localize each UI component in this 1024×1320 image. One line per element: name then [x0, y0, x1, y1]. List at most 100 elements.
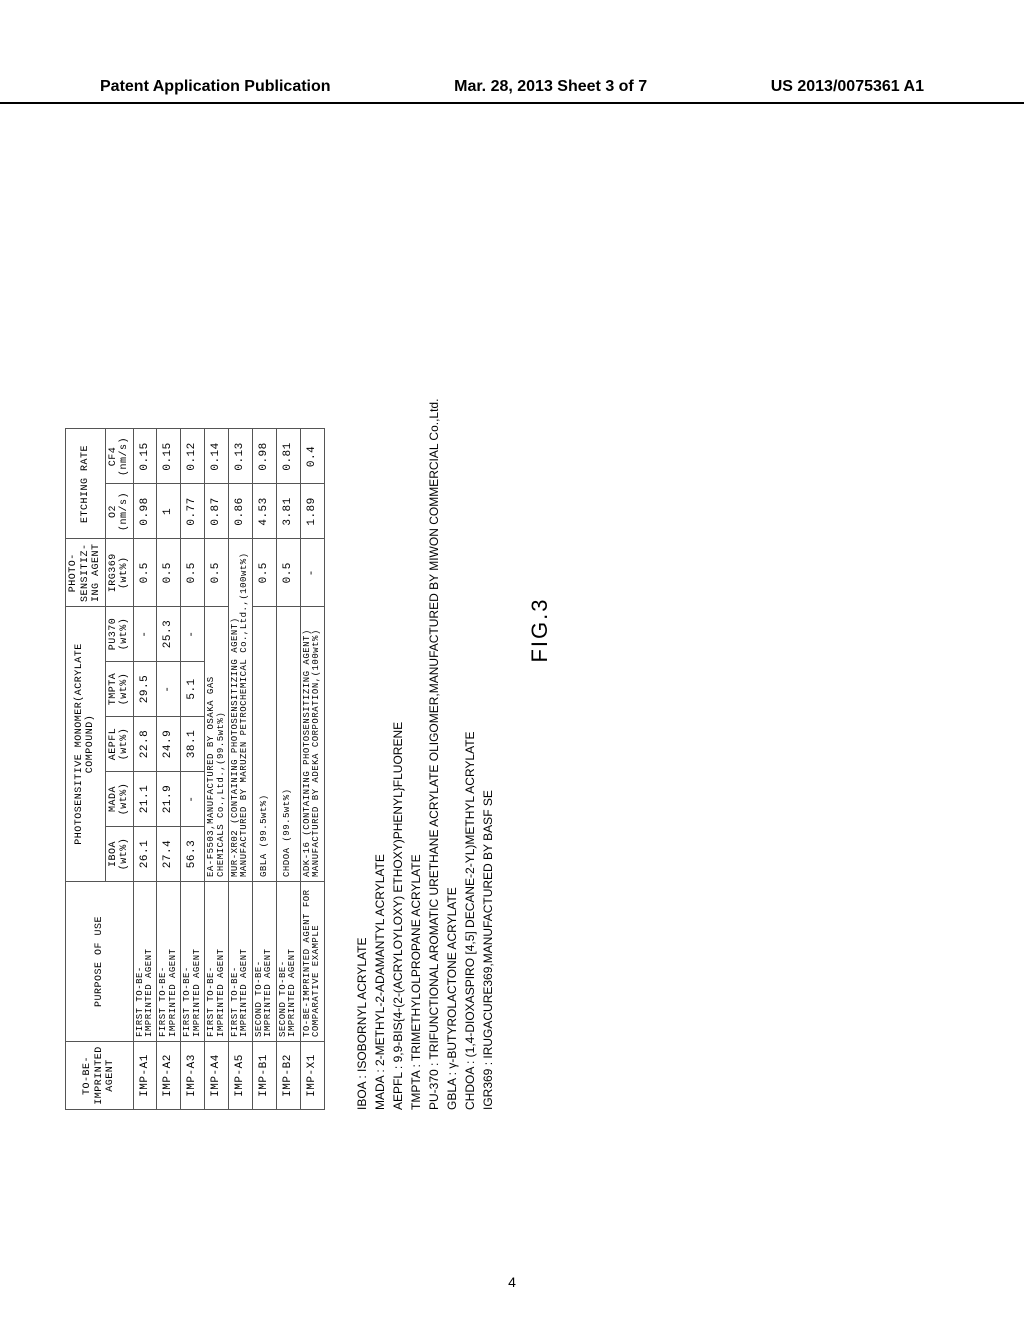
cell-span: EA-F5503,MANUFACTURED BY OSAKA GASCHEMIC…	[205, 607, 229, 882]
table-row: IMP-A3FIRST TO-BE-IMPRINTED AGENT56.3-38…	[181, 429, 205, 1110]
table-row: IMP-X1TO-BE-IMPRINTED AGENT FORCOMPARATI…	[300, 429, 324, 1110]
cell-irg: 0.5	[276, 539, 300, 607]
page-number: 4	[0, 1274, 1024, 1290]
table-row: IMP-A4FIRST TO-BE-IMPRINTED AGENTEA-F550…	[205, 429, 229, 1110]
cell-o2: 0.86	[229, 484, 253, 539]
cell-o2: 3.81	[276, 484, 300, 539]
rotated-content: TO-BE-IMPRINTEDAGENT PURPOSE OF USE PHOT…	[65, 150, 553, 1110]
definition-line: CHDOA : (1,4-DIOXASPIRO [4,5] DECANE-2-Y…	[461, 150, 479, 1110]
cell-purpose: TO-BE-IMPRINTED AGENT FORCOMPARATIVE EXA…	[300, 882, 324, 1042]
table-row: IMP-A2FIRST TO-BE-IMPRINTED AGENT27.421.…	[157, 429, 181, 1110]
definition-line: PU-370 : TRIFUNCTIONAL AROMATIC URETHANE…	[425, 150, 443, 1110]
cell-irg: 0.5	[205, 539, 229, 607]
cell-cf4: 0.81	[276, 429, 300, 484]
col-agent: TO-BE-IMPRINTEDAGENT	[66, 1042, 134, 1110]
cell-purpose: FIRST TO-BE-IMPRINTED AGENT	[205, 882, 229, 1042]
col-monomer-group: PHOTOSENSITIVE MONOMER(ACRYLATE COMPOUND…	[66, 607, 106, 882]
cell-o2: 1.89	[300, 484, 324, 539]
table-body: IMP-A1FIRST TO-BE-IMPRINTED AGENT26.121.…	[133, 429, 324, 1110]
cell-purpose: FIRST TO-BE-IMPRINTED AGENT	[133, 882, 157, 1042]
cell-purpose: SECOND TO-BE-IMPRINTED AGENT	[252, 882, 276, 1042]
col-iboa: IBOA(wt%)	[105, 827, 133, 882]
cell-cf4: 0.4	[300, 429, 324, 484]
cell-irg: -	[300, 539, 324, 607]
data-table: TO-BE-IMPRINTEDAGENT PURPOSE OF USE PHOT…	[65, 428, 325, 1110]
cell-cf4: 0.12	[181, 429, 205, 484]
cell-irg: 0.5	[181, 539, 205, 607]
cell-pu370: 25.3	[157, 607, 181, 662]
definitions-list: IBOA : ISOBORNYL ACRYLATEMADA : 2-METHYL…	[353, 150, 497, 1110]
cell-cf4: 0.98	[252, 429, 276, 484]
col-irg: IRG369(wt%)	[105, 539, 133, 607]
cell-aepfl: 22.8	[133, 717, 157, 772]
col-sensitizer-group: PHOTO-SENSITIZ-ING AGENT	[66, 539, 106, 607]
cell-pu370: -	[181, 607, 205, 662]
l-tmpta: TMPTA(wt%)	[108, 673, 131, 706]
cell-purpose: SECOND TO-BE-IMPRINTED AGENT	[276, 882, 300, 1042]
l-cf4: CF4(nm/s)	[108, 437, 131, 476]
col-tmpta: TMPTA(wt%)	[105, 662, 133, 717]
cell-o2: 0.98	[133, 484, 157, 539]
col-aepfl: AEPFL(wt%)	[105, 717, 133, 772]
table-row: IMP-A5FIRST TO-BE-IMPRINTED AGENTMUR-XR0…	[229, 429, 253, 1110]
cell-cf4: 0.14	[205, 429, 229, 484]
definition-line: AEPFL : 9,9-BIS{4-(2-(ACRYLOYLOXY) ETHOX…	[389, 150, 407, 1110]
table-row: IMP-B1SECOND TO-BE-IMPRINTED AGENTGBLA (…	[252, 429, 276, 1110]
l-aepfl: AEPFL(wt%)	[108, 728, 131, 761]
l-o2: O2(nm/s)	[108, 492, 131, 531]
cell-o2: 0.87	[205, 484, 229, 539]
l-mada: MADA(wt%)	[108, 783, 131, 816]
cell-span: MUR-XR02 (CONTAINING PHOTOSENSITIZING AG…	[229, 539, 253, 882]
definition-line: IGR369 : IRUGACURE369,MANUFACTURED BY BA…	[479, 150, 497, 1110]
cell-mada: -	[181, 772, 205, 827]
cell-id: IMP-X1	[300, 1042, 324, 1110]
cell-purpose: FIRST TO-BE-IMPRINTED AGENT	[181, 882, 205, 1042]
cell-tmpta: 5.1	[181, 662, 205, 717]
definition-line: MADA : 2-METHYL-2-ADAMANTYL ACRYLATE	[371, 150, 389, 1110]
cell-cf4: 0.15	[157, 429, 181, 484]
cell-span: ADK-16 (CONTAINING PHOTOSENSITIZING AGEN…	[300, 607, 324, 882]
cell-id: IMP-A1	[133, 1042, 157, 1110]
col-agent-label: TO-BE-IMPRINTEDAGENT	[82, 1046, 116, 1105]
cell-id: IMP-A4	[205, 1042, 229, 1110]
cell-id: IMP-A3	[181, 1042, 205, 1110]
header-row-1: TO-BE-IMPRINTEDAGENT PURPOSE OF USE PHOT…	[66, 429, 106, 1110]
page-header: Patent Application Publication Mar. 28, …	[0, 78, 1024, 104]
cell-pu370: -	[133, 607, 157, 662]
page: Patent Application Publication Mar. 28, …	[0, 0, 1024, 1320]
cell-id: IMP-B2	[276, 1042, 300, 1110]
cell-cf4: 0.13	[229, 429, 253, 484]
cell-purpose: FIRST TO-BE-IMPRINTED AGENT	[229, 882, 253, 1042]
cell-irg: 0.5	[252, 539, 276, 607]
cell-span: CHDOA (99.5wt%)	[276, 607, 300, 882]
cell-tmpta: 29.5	[133, 662, 157, 717]
l-irg: IRG369(wt%)	[108, 553, 131, 592]
col-etch-group: ETCHING RATE	[66, 429, 106, 539]
cell-o2: 1	[157, 484, 181, 539]
l-iboa: IBOA(wt%)	[108, 838, 131, 871]
col-purpose: PURPOSE OF USE	[66, 882, 134, 1042]
cell-o2: 4.53	[252, 484, 276, 539]
definition-line: TMPTA : TRIMETHYLOLPROPANE ACRYLATE	[407, 150, 425, 1110]
definition-line: IBOA : ISOBORNYL ACRYLATE	[353, 150, 371, 1110]
cell-purpose: FIRST TO-BE-IMPRINTED AGENT	[157, 882, 181, 1042]
l-pu370: PU370(wt%)	[108, 618, 131, 651]
cell-iboa: 56.3	[181, 827, 205, 882]
header-right: US 2013/0075361 A1	[771, 78, 924, 96]
col-monomer-label: PHOTOSENSITIVE MONOMER(ACRYLATE COMPOUND…	[74, 643, 97, 845]
cell-aepfl: 38.1	[181, 717, 205, 772]
definition-line: GBLA : γ-BUTYROLACTONE ACRYLATE	[443, 150, 461, 1110]
cell-id: IMP-B1	[252, 1042, 276, 1110]
cell-iboa: 27.4	[157, 827, 181, 882]
col-mada: MADA(wt%)	[105, 772, 133, 827]
cell-mada: 21.1	[133, 772, 157, 827]
cell-irg: 0.5	[157, 539, 181, 607]
header-left: Patent Application Publication	[100, 78, 331, 96]
cell-tmpta: -	[157, 662, 181, 717]
header-center: Mar. 28, 2013 Sheet 3 of 7	[454, 78, 647, 96]
cell-iboa: 26.1	[133, 827, 157, 882]
figure-label: FIG.3	[527, 150, 553, 1110]
cell-id: IMP-A2	[157, 1042, 181, 1110]
table-row: IMP-B2SECOND TO-BE-IMPRINTED AGENTCHDOA …	[276, 429, 300, 1110]
cell-mada: 21.9	[157, 772, 181, 827]
